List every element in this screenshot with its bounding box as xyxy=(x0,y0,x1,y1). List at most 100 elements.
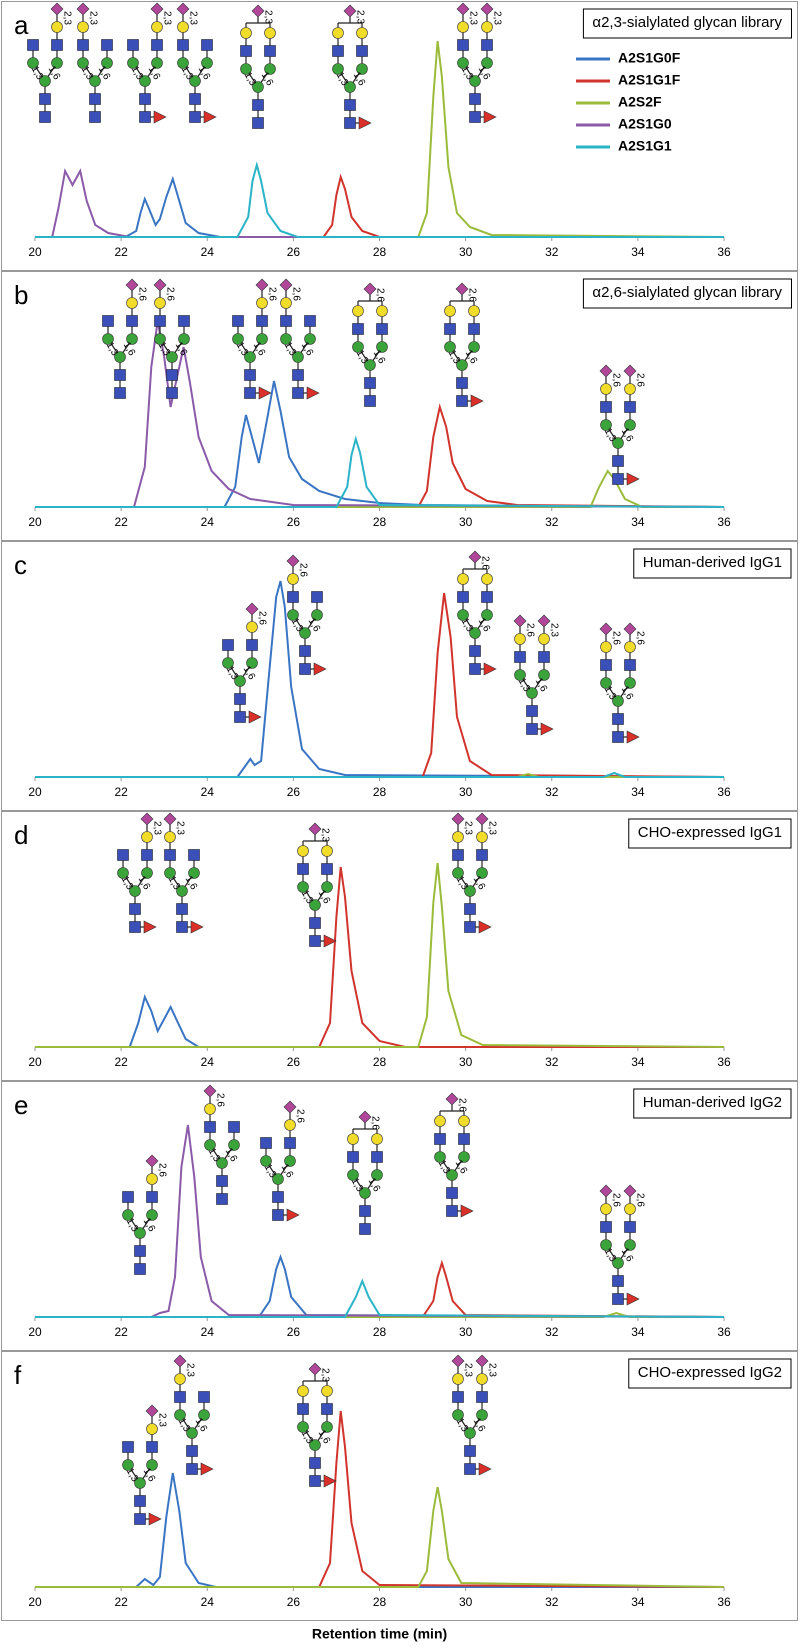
glycan-galactose xyxy=(264,27,276,39)
glycan-sialic-acid xyxy=(623,364,637,378)
glycan-mannose xyxy=(201,57,213,69)
glycan-glcnac xyxy=(264,45,276,57)
glycan-mannose xyxy=(164,867,176,879)
trace xyxy=(35,320,725,508)
x-tick-label: 24 xyxy=(201,785,215,799)
glycan-galactose xyxy=(458,1115,470,1127)
glycan-sialic-acid xyxy=(145,1404,159,1418)
glycan-glcnac xyxy=(272,1209,284,1221)
glycan-mannose xyxy=(434,1151,446,1163)
glycan-mannose xyxy=(174,1409,186,1421)
glycan-sialic-acid xyxy=(286,554,300,568)
panel-letter: e xyxy=(14,1090,28,1120)
glycan-mannose xyxy=(457,609,469,621)
x-tick-label: 34 xyxy=(631,785,645,799)
glycan-galactose xyxy=(154,297,166,309)
glycan-mannose xyxy=(122,1459,134,1471)
glycan-galactose xyxy=(321,845,333,857)
x-tick-label: 20 xyxy=(28,245,42,259)
trace xyxy=(35,1472,724,1588)
glycan-fucose xyxy=(478,920,492,934)
glycan-glcnac xyxy=(39,111,51,123)
glycan-galactose xyxy=(141,831,153,843)
x-tick-label: 28 xyxy=(373,1595,387,1609)
glycan-galactose xyxy=(246,621,258,633)
glycan-sialic-acid xyxy=(251,4,265,18)
glycan-mannose xyxy=(304,333,316,345)
glycan-mannose xyxy=(481,57,493,69)
glycan-glcnac xyxy=(287,591,299,603)
trace xyxy=(35,175,724,238)
glycan-glcnac xyxy=(256,315,268,327)
linkage-label: 2,6 xyxy=(456,1098,467,1112)
glycan-glcnac xyxy=(456,395,468,407)
glycan-sialic-acid xyxy=(513,614,527,628)
glycan-sialic-acid xyxy=(153,278,167,292)
glycan-glcnac xyxy=(176,921,188,933)
linkage-label: 2,6 xyxy=(524,623,535,637)
glycan-mannose xyxy=(129,885,141,897)
glycan-mannose xyxy=(468,341,480,353)
glycan-mannose xyxy=(178,333,190,345)
glycan-galactose xyxy=(280,297,292,309)
glycan-glcnac xyxy=(164,849,176,861)
glycan-glcnac xyxy=(352,323,364,335)
glycan-galactose xyxy=(600,641,612,653)
glycan-mannose xyxy=(134,1477,146,1489)
glycan-galactose xyxy=(514,633,526,645)
glycan-fucose xyxy=(358,116,372,130)
x-tick-label: 20 xyxy=(28,1595,42,1609)
x-tick-label: 24 xyxy=(201,515,215,529)
legend-label: A2S1G1 xyxy=(618,138,672,154)
glycan-sialic-acid xyxy=(150,2,164,16)
linkage-label: 2,3 xyxy=(486,1363,497,1377)
glycan-mannose xyxy=(101,57,113,69)
glycan-glcnac xyxy=(134,1513,146,1525)
glycan-glcnac xyxy=(344,99,356,111)
glycan-sialic-acid xyxy=(475,1354,489,1368)
glycan-glcnac xyxy=(299,663,311,675)
glycan-glcnac xyxy=(359,1205,371,1217)
glycan-sialic-acid xyxy=(308,822,322,836)
glycan-fucose xyxy=(313,662,327,676)
glycan-mannose xyxy=(332,63,344,75)
linkage-label: 2,6 xyxy=(266,287,277,301)
glycan-glcnac xyxy=(189,93,201,105)
linkage-label: 2,3 xyxy=(174,821,185,835)
glycan-mannose xyxy=(51,57,63,69)
x-tick-label: 34 xyxy=(631,515,645,529)
linkage-label: 2,3 xyxy=(467,11,478,25)
legend-label: A2S1G0 xyxy=(618,116,672,132)
x-tick-label: 36 xyxy=(717,515,731,529)
trace xyxy=(35,1278,725,1318)
glycan-galactose xyxy=(538,633,550,645)
trace xyxy=(35,1486,725,1588)
glycan-sialic-acid xyxy=(623,1184,637,1198)
glycan-fucose xyxy=(190,920,204,934)
glycan-galactose xyxy=(376,305,388,317)
glycan-mannose xyxy=(309,1439,321,1451)
glycan-mannose xyxy=(514,669,526,681)
glycan-glcnac xyxy=(376,323,388,335)
glycan-glcnac xyxy=(39,93,51,105)
glycan-sialic-acid xyxy=(125,278,139,292)
glycan-sialic-acid xyxy=(283,1100,297,1114)
glycan-mannose xyxy=(311,609,323,621)
glycan-fucose xyxy=(323,934,337,948)
glycan-glcnac xyxy=(122,1191,134,1203)
glycan-glcnac xyxy=(117,849,129,861)
glycan-sialic-acid xyxy=(203,1084,217,1098)
panel-letter: d xyxy=(14,820,28,850)
glycan-mannose xyxy=(102,333,114,345)
glycan-glcnac xyxy=(129,921,141,933)
trace xyxy=(35,580,725,778)
x-tick-label: 28 xyxy=(373,515,387,529)
glycan-mannose xyxy=(234,675,246,687)
glycan-galactose xyxy=(600,383,612,395)
x-tick-label: 28 xyxy=(373,1325,387,1339)
legend-label: A2S1G0F xyxy=(618,50,681,66)
x-tick-label: 26 xyxy=(287,1595,301,1609)
x-tick-label: 22 xyxy=(114,1595,128,1609)
glycan-mannose xyxy=(526,687,538,699)
x-tick-label: 20 xyxy=(28,515,42,529)
